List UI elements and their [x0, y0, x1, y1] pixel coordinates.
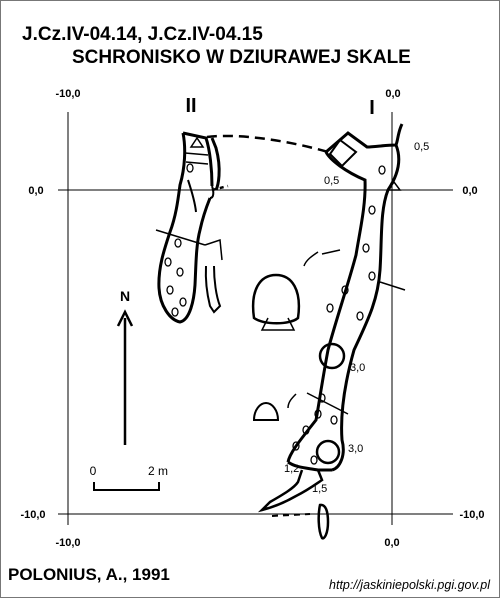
scale-start: 0 [90, 464, 97, 478]
side-chamber [251, 273, 301, 325]
section-markers [155, 229, 406, 415]
coord-top-right: 0,0 [385, 88, 400, 100]
connection-dashed [206, 134, 329, 154]
entrance-label-ii: II [185, 95, 196, 117]
source-url: http://jaskiniepolski.pgi.gov.pl [329, 578, 490, 592]
small-alcove [252, 401, 280, 421]
height-3-0-b: 3,0 [348, 443, 363, 455]
north-label: N [120, 288, 130, 304]
coord-left-minus10: -10,0 [20, 509, 45, 521]
chamber-features [204, 265, 346, 465]
cave-name: SCHRONISKO W DZIURAWEJ SKALE [72, 47, 411, 68]
coord-right-0: 0,0 [462, 185, 477, 197]
passage-ii [157, 131, 215, 324]
coord-top-left: -10,0 [55, 88, 80, 100]
scale-bar: 0 2 m [90, 464, 168, 491]
entrance-label-i: I [369, 97, 375, 119]
author-credit: POLONIUS, A., 1991 [8, 565, 170, 584]
height-0-5-a: 0,5 [414, 141, 429, 153]
cave-ids: J.Cz.IV-04.14, J.Cz.IV-04.15 [22, 24, 263, 45]
coord-bottom-left: -10,0 [55, 537, 80, 549]
pillar-2 [315, 439, 341, 465]
pillar-1 [318, 342, 346, 370]
height-3-0-a: 3,0 [350, 362, 365, 374]
coord-left-0: 0,0 [28, 185, 43, 197]
north-arrow: N [116, 288, 134, 445]
height-1-5: 1,5 [312, 483, 327, 495]
coord-right-minus10: -10,0 [459, 509, 484, 521]
height-0-5-b: 0,5 [324, 175, 339, 187]
coord-bottom-right: 0,0 [384, 537, 399, 549]
passage-i [210, 123, 404, 540]
boulders [164, 163, 386, 465]
height-labels: 0,5 0,5 3,0 3,0 1,2 1,5 [284, 141, 429, 495]
height-1-2: 1,2 [284, 463, 299, 475]
scale-end: 2 m [148, 464, 168, 478]
